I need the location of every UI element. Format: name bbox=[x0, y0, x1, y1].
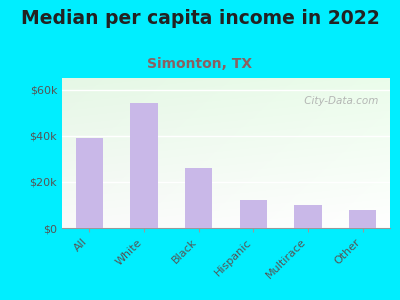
Bar bbox=[349, 209, 376, 228]
Text: Simonton, TX: Simonton, TX bbox=[148, 57, 252, 71]
Bar bbox=[185, 168, 212, 228]
Bar bbox=[240, 200, 267, 228]
Bar bbox=[130, 103, 158, 228]
Text: City-Data.com: City-Data.com bbox=[302, 95, 379, 106]
Bar bbox=[76, 138, 103, 228]
Text: Median per capita income in 2022: Median per capita income in 2022 bbox=[21, 9, 379, 28]
Bar bbox=[294, 205, 322, 228]
